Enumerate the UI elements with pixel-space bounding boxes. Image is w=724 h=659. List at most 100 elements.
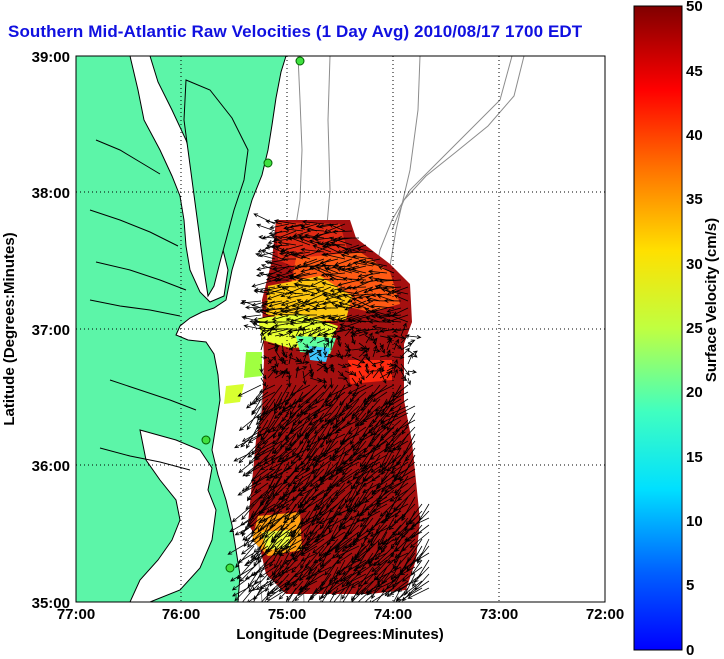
colorbar-tick: 20 bbox=[686, 384, 703, 401]
current-arrow bbox=[259, 308, 283, 316]
current-arrow bbox=[253, 289, 276, 295]
current-arrow bbox=[338, 517, 353, 529]
current-arrow bbox=[352, 475, 374, 489]
x-tick-label: 74:00 bbox=[374, 606, 412, 623]
current-arrow bbox=[260, 419, 276, 441]
current-arrow bbox=[305, 566, 332, 580]
current-arrow bbox=[386, 552, 409, 564]
current-arrow bbox=[370, 461, 388, 473]
current-arrow bbox=[372, 337, 378, 344]
current-arrow bbox=[379, 538, 395, 550]
current-arrow bbox=[351, 405, 367, 417]
x-tick-label: 75:00 bbox=[268, 606, 306, 623]
current-arrow bbox=[338, 321, 360, 330]
current-arrow bbox=[289, 391, 304, 416]
current-arrow bbox=[255, 440, 283, 456]
current-arrow bbox=[304, 233, 325, 239]
map-title: Southern Mid-Atlantic Raw Velocities (1 … bbox=[8, 22, 583, 41]
current-arrow bbox=[368, 319, 388, 324]
current-arrow bbox=[234, 433, 262, 449]
current-arrow bbox=[371, 292, 388, 298]
current-arrow bbox=[337, 496, 353, 510]
current-arrow bbox=[378, 278, 402, 284]
current-arrow bbox=[260, 370, 267, 380]
current-arrow bbox=[341, 566, 360, 588]
current-arrow bbox=[393, 294, 409, 302]
current-arrow bbox=[350, 293, 374, 298]
current-arrow bbox=[386, 349, 391, 358]
current-arrow bbox=[313, 454, 332, 466]
current-arrow bbox=[274, 559, 297, 584]
current-arrow bbox=[365, 369, 374, 379]
current-arrow bbox=[287, 433, 304, 452]
current-arrow bbox=[400, 363, 410, 376]
current-arrow bbox=[365, 316, 381, 323]
current-arrow bbox=[344, 362, 352, 367]
current-arrow bbox=[344, 348, 350, 358]
current-arrow bbox=[382, 391, 402, 416]
current-arrow bbox=[358, 566, 374, 588]
current-arrow bbox=[381, 318, 402, 323]
current-arrow bbox=[297, 278, 318, 283]
current-arrow bbox=[331, 229, 353, 234]
current-arrow bbox=[323, 252, 346, 260]
current-arrow bbox=[400, 503, 416, 519]
current-arrow bbox=[303, 317, 325, 323]
current-arrow bbox=[316, 503, 332, 525]
current-arrow bbox=[394, 545, 409, 559]
current-arrow bbox=[351, 346, 366, 351]
colorbar-tick: 40 bbox=[686, 127, 703, 144]
current-arrow bbox=[350, 573, 374, 588]
current-arrow bbox=[309, 349, 322, 358]
current-arrow bbox=[231, 580, 262, 597]
current-arrow bbox=[349, 587, 367, 602]
current-arrow bbox=[260, 264, 283, 274]
current-arrow bbox=[341, 580, 353, 600]
current-arrow bbox=[321, 292, 346, 302]
current-arrow bbox=[334, 482, 353, 497]
current-arrow bbox=[304, 510, 318, 538]
current-arrow bbox=[411, 517, 430, 527]
current-arrow bbox=[267, 355, 277, 365]
current-arrow bbox=[386, 313, 409, 323]
current-arrow bbox=[351, 370, 357, 377]
y-tick-label: 38:00 bbox=[32, 185, 70, 202]
current-arrow bbox=[280, 357, 285, 365]
current-arrow bbox=[247, 440, 276, 458]
current-arrow bbox=[344, 300, 367, 311]
current-arrow bbox=[276, 447, 297, 463]
current-arrow bbox=[259, 566, 276, 578]
current-arrow bbox=[256, 265, 276, 271]
current-arrow bbox=[400, 377, 408, 381]
current-arrow bbox=[357, 587, 374, 602]
current-arrow bbox=[291, 559, 304, 574]
current-arrow bbox=[274, 349, 283, 362]
current-arrow bbox=[365, 335, 374, 341]
current-arrow bbox=[364, 362, 369, 372]
current-arrow bbox=[357, 272, 381, 278]
current-arrow bbox=[289, 545, 311, 556]
current-arrow bbox=[393, 368, 398, 379]
current-arrow bbox=[261, 249, 283, 260]
current-arrow bbox=[241, 426, 269, 442]
current-arrow bbox=[342, 559, 367, 575]
current-arrow bbox=[246, 489, 262, 501]
current-arrow bbox=[287, 290, 304, 296]
current-arrow bbox=[295, 338, 304, 344]
current-arrow bbox=[319, 573, 332, 590]
current-arrow bbox=[227, 538, 255, 555]
current-arrow bbox=[351, 356, 366, 364]
current-arrow bbox=[272, 265, 297, 271]
current-arrow bbox=[234, 580, 255, 602]
current-arrow bbox=[407, 587, 430, 599]
current-arrow bbox=[302, 258, 318, 265]
colorbar-tick: 35 bbox=[686, 191, 703, 208]
current-arrow bbox=[324, 391, 346, 407]
current-arrow bbox=[390, 461, 409, 474]
current-arrow bbox=[264, 538, 283, 554]
current-arrow bbox=[294, 461, 311, 473]
current-arrow bbox=[248, 573, 262, 593]
current-arrow bbox=[291, 440, 304, 456]
current-arrow bbox=[333, 587, 346, 602]
current-arrow bbox=[289, 321, 311, 326]
